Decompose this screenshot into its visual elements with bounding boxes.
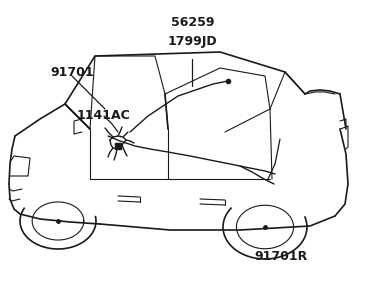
Text: 91701R: 91701R <box>255 250 308 263</box>
Text: 1799JD: 1799JD <box>168 35 217 47</box>
Text: 56259: 56259 <box>171 16 214 29</box>
Text: 91701: 91701 <box>50 67 94 79</box>
Text: 1141AC: 1141AC <box>77 109 131 122</box>
